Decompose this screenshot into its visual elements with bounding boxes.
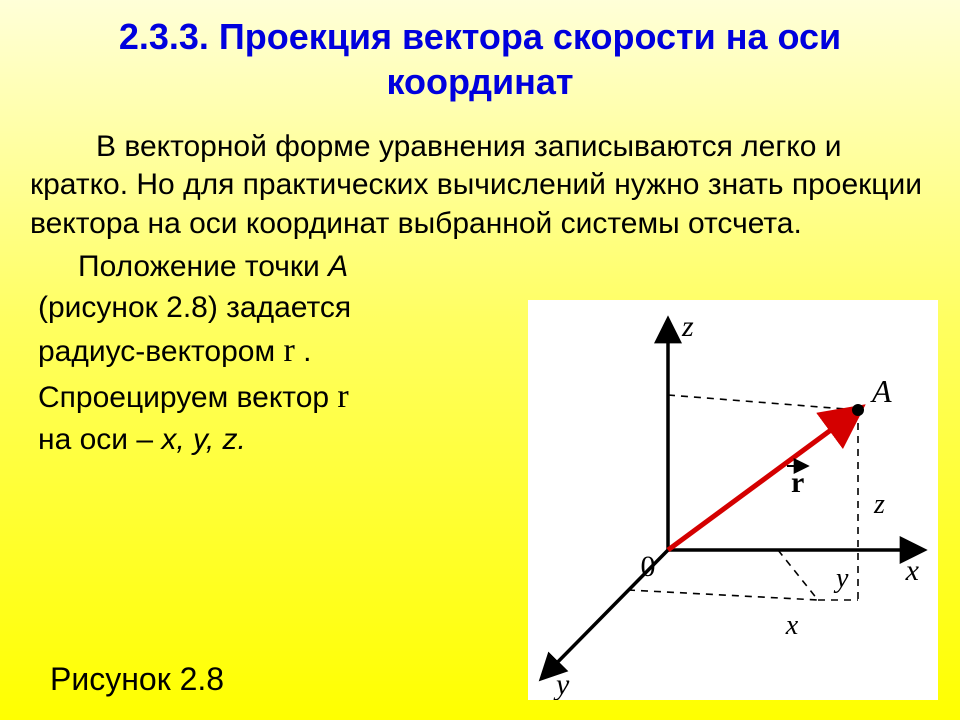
p2-r2: r bbox=[337, 378, 348, 415]
p2-point-A: А bbox=[328, 250, 348, 283]
svg-text:x: x bbox=[905, 554, 920, 587]
svg-text:z: z bbox=[873, 489, 885, 520]
p2-l5a: на оси – bbox=[38, 423, 161, 456]
intro-paragraph: В векторной форме уравнения записываются… bbox=[0, 114, 960, 243]
p2-l2: (рисунок 2.8) задается bbox=[38, 291, 351, 324]
svg-text:z: z bbox=[681, 310, 694, 343]
second-paragraph: Положение точки А (рисунок 2.8) задается… bbox=[0, 243, 520, 460]
p2-l1a: Положение точки bbox=[78, 250, 328, 283]
svg-text:A: A bbox=[870, 373, 892, 409]
p2-l3c: . bbox=[295, 335, 312, 368]
p2-xyz: x, y, z. bbox=[161, 423, 245, 456]
svg-text:y: y bbox=[553, 668, 570, 700]
svg-text:x: x bbox=[785, 610, 799, 641]
figure-caption: Рисунок 2.8 bbox=[50, 661, 224, 698]
slide-title: 2.3.3. Проекция вектора скорости на оси … bbox=[0, 0, 960, 114]
p2-l3a: радиус-вектором bbox=[38, 335, 283, 368]
svg-text:r: r bbox=[791, 466, 804, 499]
vector-diagram: 0 Az x y x y z r bbox=[528, 300, 938, 700]
p2-r1: r bbox=[283, 332, 294, 369]
p2-l4a: Спроецируем вектор bbox=[38, 381, 337, 414]
svg-text:0: 0 bbox=[641, 550, 656, 583]
svg-text:y: y bbox=[833, 563, 849, 594]
